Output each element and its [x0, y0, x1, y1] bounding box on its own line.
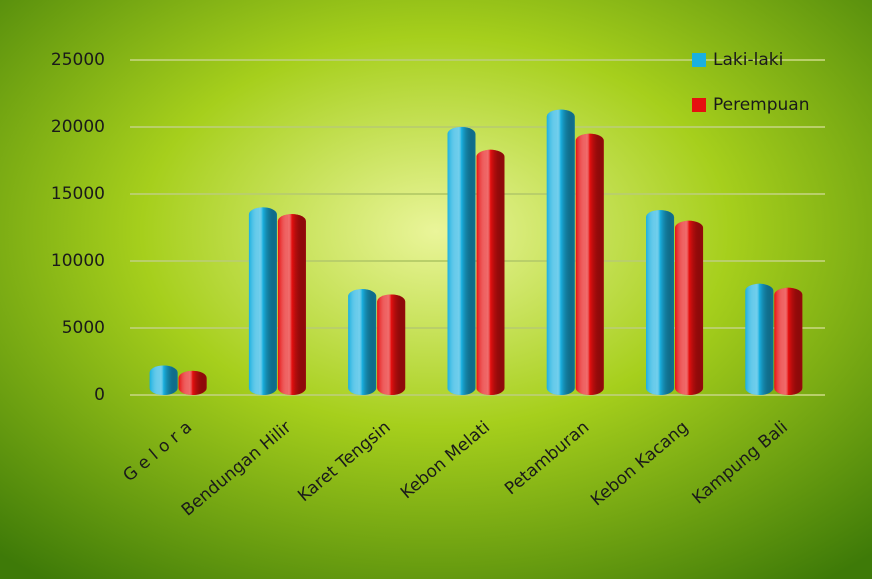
bar-group [178, 370, 207, 395]
bar-shade [675, 220, 704, 395]
bar-shade [546, 109, 575, 395]
bar-group [675, 220, 704, 395]
bar-group [745, 283, 774, 395]
bar-group [149, 365, 178, 395]
bar-shade [149, 365, 178, 395]
legend-swatch [692, 98, 706, 112]
bar-shade [447, 127, 476, 395]
bar-group [575, 133, 604, 395]
bar-shade [248, 207, 277, 395]
y-tick-label: 25000 [51, 50, 105, 70]
bar-group [546, 109, 575, 395]
y-tick-label: 10000 [51, 251, 105, 271]
bar-shade [277, 214, 306, 395]
bar-shade [575, 133, 604, 395]
bar-shade [178, 370, 207, 395]
legend-label: Laki-laki [713, 50, 783, 70]
bar-group [348, 289, 377, 395]
bar-group [277, 214, 306, 395]
bar-shade [745, 283, 774, 395]
legend-swatch [692, 53, 706, 67]
y-tick-label: 0 [94, 385, 105, 405]
bar-shade [377, 294, 406, 395]
bar-shade [774, 287, 803, 395]
bar-shade [646, 210, 675, 395]
bar-shade [476, 149, 505, 395]
y-tick-label: 5000 [62, 318, 105, 338]
bar-group [248, 207, 277, 395]
bar-group [476, 149, 505, 395]
bar-group [447, 127, 476, 395]
bar-group [646, 210, 675, 395]
bar-shade [348, 289, 377, 395]
bar-group [774, 287, 803, 395]
y-tick-label: 20000 [51, 117, 105, 137]
bar-group [377, 294, 406, 395]
legend-label: Perempuan [713, 95, 810, 115]
y-tick-label: 15000 [51, 184, 105, 204]
